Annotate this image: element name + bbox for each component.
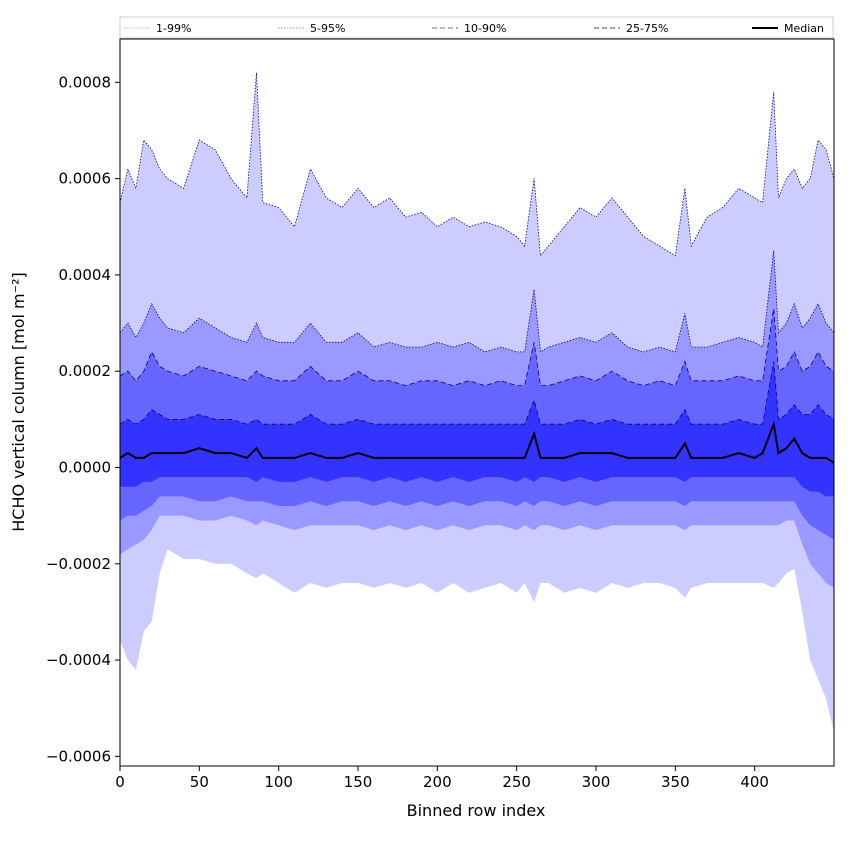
x-tick-label: 400	[740, 773, 769, 791]
legend-label: Median	[784, 22, 824, 35]
legend-label: 1-99%	[156, 22, 191, 35]
plot-frame	[119, 38, 835, 767]
x-axis-ticks: 0 50 100 150 200 250 300 350 400	[115, 766, 769, 791]
x-tick-label: 150	[344, 773, 373, 791]
legend-label: 25-75%	[626, 22, 668, 35]
legend-label: 5-95%	[310, 22, 345, 35]
x-tick-label: 350	[661, 773, 690, 791]
band-3	[120, 361, 834, 497]
y-tick-label: 0.0000	[59, 458, 112, 476]
band-upper-line-3	[119, 361, 835, 425]
y-tick-label: −0.0002	[46, 555, 111, 573]
y-tick-label: 0.0004	[59, 266, 112, 284]
y-tick-label: 0.0002	[59, 362, 112, 380]
x-tick-label: 0	[115, 773, 125, 791]
x-tick-label: 300	[582, 773, 611, 791]
x-axis-label: Binned row index	[407, 801, 546, 820]
x-tick-label: 250	[502, 773, 531, 791]
percentile-bound-lines	[119, 72, 835, 425]
y-axis-ticks: −0.0006 −0.0004 −0.0002 0.0000 0.0002 0.0004 0…	[46, 73, 120, 765]
x-tick-label: 100	[264, 773, 293, 791]
band-upper-line-0	[119, 72, 835, 257]
y-tick-label: −0.0004	[46, 651, 111, 669]
x-tick-label: 200	[423, 773, 452, 791]
y-tick-label: 0.0006	[59, 170, 112, 188]
median-line	[119, 420, 835, 464]
y-tick-label: 0.0008	[59, 73, 112, 91]
band-upper-line-1	[119, 250, 835, 353]
percentile-bands	[120, 72, 834, 733]
band-upper-line-2	[119, 308, 835, 387]
legend: 1-99% 5-95% 10-90% 25-75% Median	[119, 16, 834, 39]
x-tick-label: 50	[190, 773, 209, 791]
legend-box	[119, 16, 834, 39]
y-tick-label: −0.0006	[46, 747, 111, 765]
median-line-group	[119, 420, 835, 464]
y-axis-label: HCHO vertical column [mol m⁻²]	[9, 272, 28, 531]
legend-label: 10-90%	[464, 22, 506, 35]
